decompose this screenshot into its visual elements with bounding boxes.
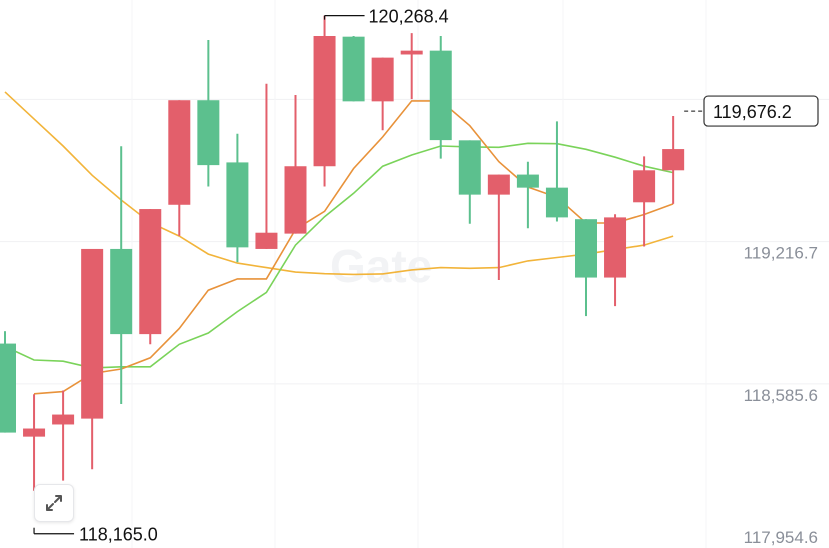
candle-body	[255, 232, 278, 249]
expand-arrows-icon	[46, 495, 62, 511]
candle	[429, 36, 452, 159]
candle	[255, 83, 278, 249]
candle	[604, 214, 627, 307]
candle	[487, 174, 510, 281]
candle	[371, 57, 394, 131]
candle-body	[197, 100, 220, 166]
candle	[139, 209, 162, 345]
candle-body	[487, 174, 510, 195]
candle-body	[226, 162, 249, 248]
candle-body	[52, 414, 75, 425]
candle-body	[545, 187, 568, 218]
candle	[110, 146, 133, 404]
candle-body	[284, 166, 307, 234]
ma-medium-line	[4, 142, 674, 369]
candle-body	[23, 428, 46, 437]
candle	[633, 156, 656, 247]
low-price-label: 118,165.0	[79, 525, 158, 545]
candle-body	[516, 174, 539, 188]
candle	[168, 100, 191, 236]
candle-body	[110, 248, 133, 335]
candle	[284, 95, 307, 234]
candle	[197, 40, 220, 187]
y-tick-label: 118,585.6	[744, 386, 818, 405]
candle-body	[575, 219, 597, 278]
candle-body	[633, 170, 656, 203]
candle-body	[342, 36, 365, 102]
candles	[0, 15, 685, 491]
candle	[662, 115, 685, 204]
candle	[81, 248, 104, 470]
annotations: 120,268.4 118,165.0 119,676.2	[33, 7, 819, 545]
last-price-label: 119,676.2	[713, 102, 792, 122]
candle-body	[662, 149, 685, 171]
candle	[458, 140, 481, 224]
y-tick-label: 119,216.7	[744, 244, 818, 263]
gate-watermark: Gate	[330, 240, 432, 292]
high-price-label: 120,268.4	[369, 7, 449, 27]
candle-body	[313, 36, 336, 167]
candle-body	[371, 57, 394, 102]
last-price-tag	[703, 95, 819, 127]
y-tick-label: 117,954.6	[744, 528, 818, 547]
candle	[23, 394, 46, 491]
candle	[400, 33, 423, 100]
candle-body	[458, 140, 481, 195]
candle	[342, 36, 365, 102]
expand-chart-button[interactable]	[34, 484, 74, 522]
candle	[0, 331, 16, 433]
candle	[226, 133, 249, 263]
candle	[575, 219, 597, 317]
candle-body	[429, 50, 452, 141]
candle-body	[0, 343, 16, 433]
candle	[545, 121, 568, 222]
ma-long-line	[4, 91, 674, 276]
candle-body	[400, 50, 423, 55]
candle-body	[604, 217, 627, 278]
candle-body	[81, 248, 104, 419]
candle-body	[139, 209, 162, 335]
candle-body	[168, 100, 191, 205]
candle	[516, 161, 539, 229]
candle	[52, 390, 75, 481]
candle	[313, 15, 336, 187]
